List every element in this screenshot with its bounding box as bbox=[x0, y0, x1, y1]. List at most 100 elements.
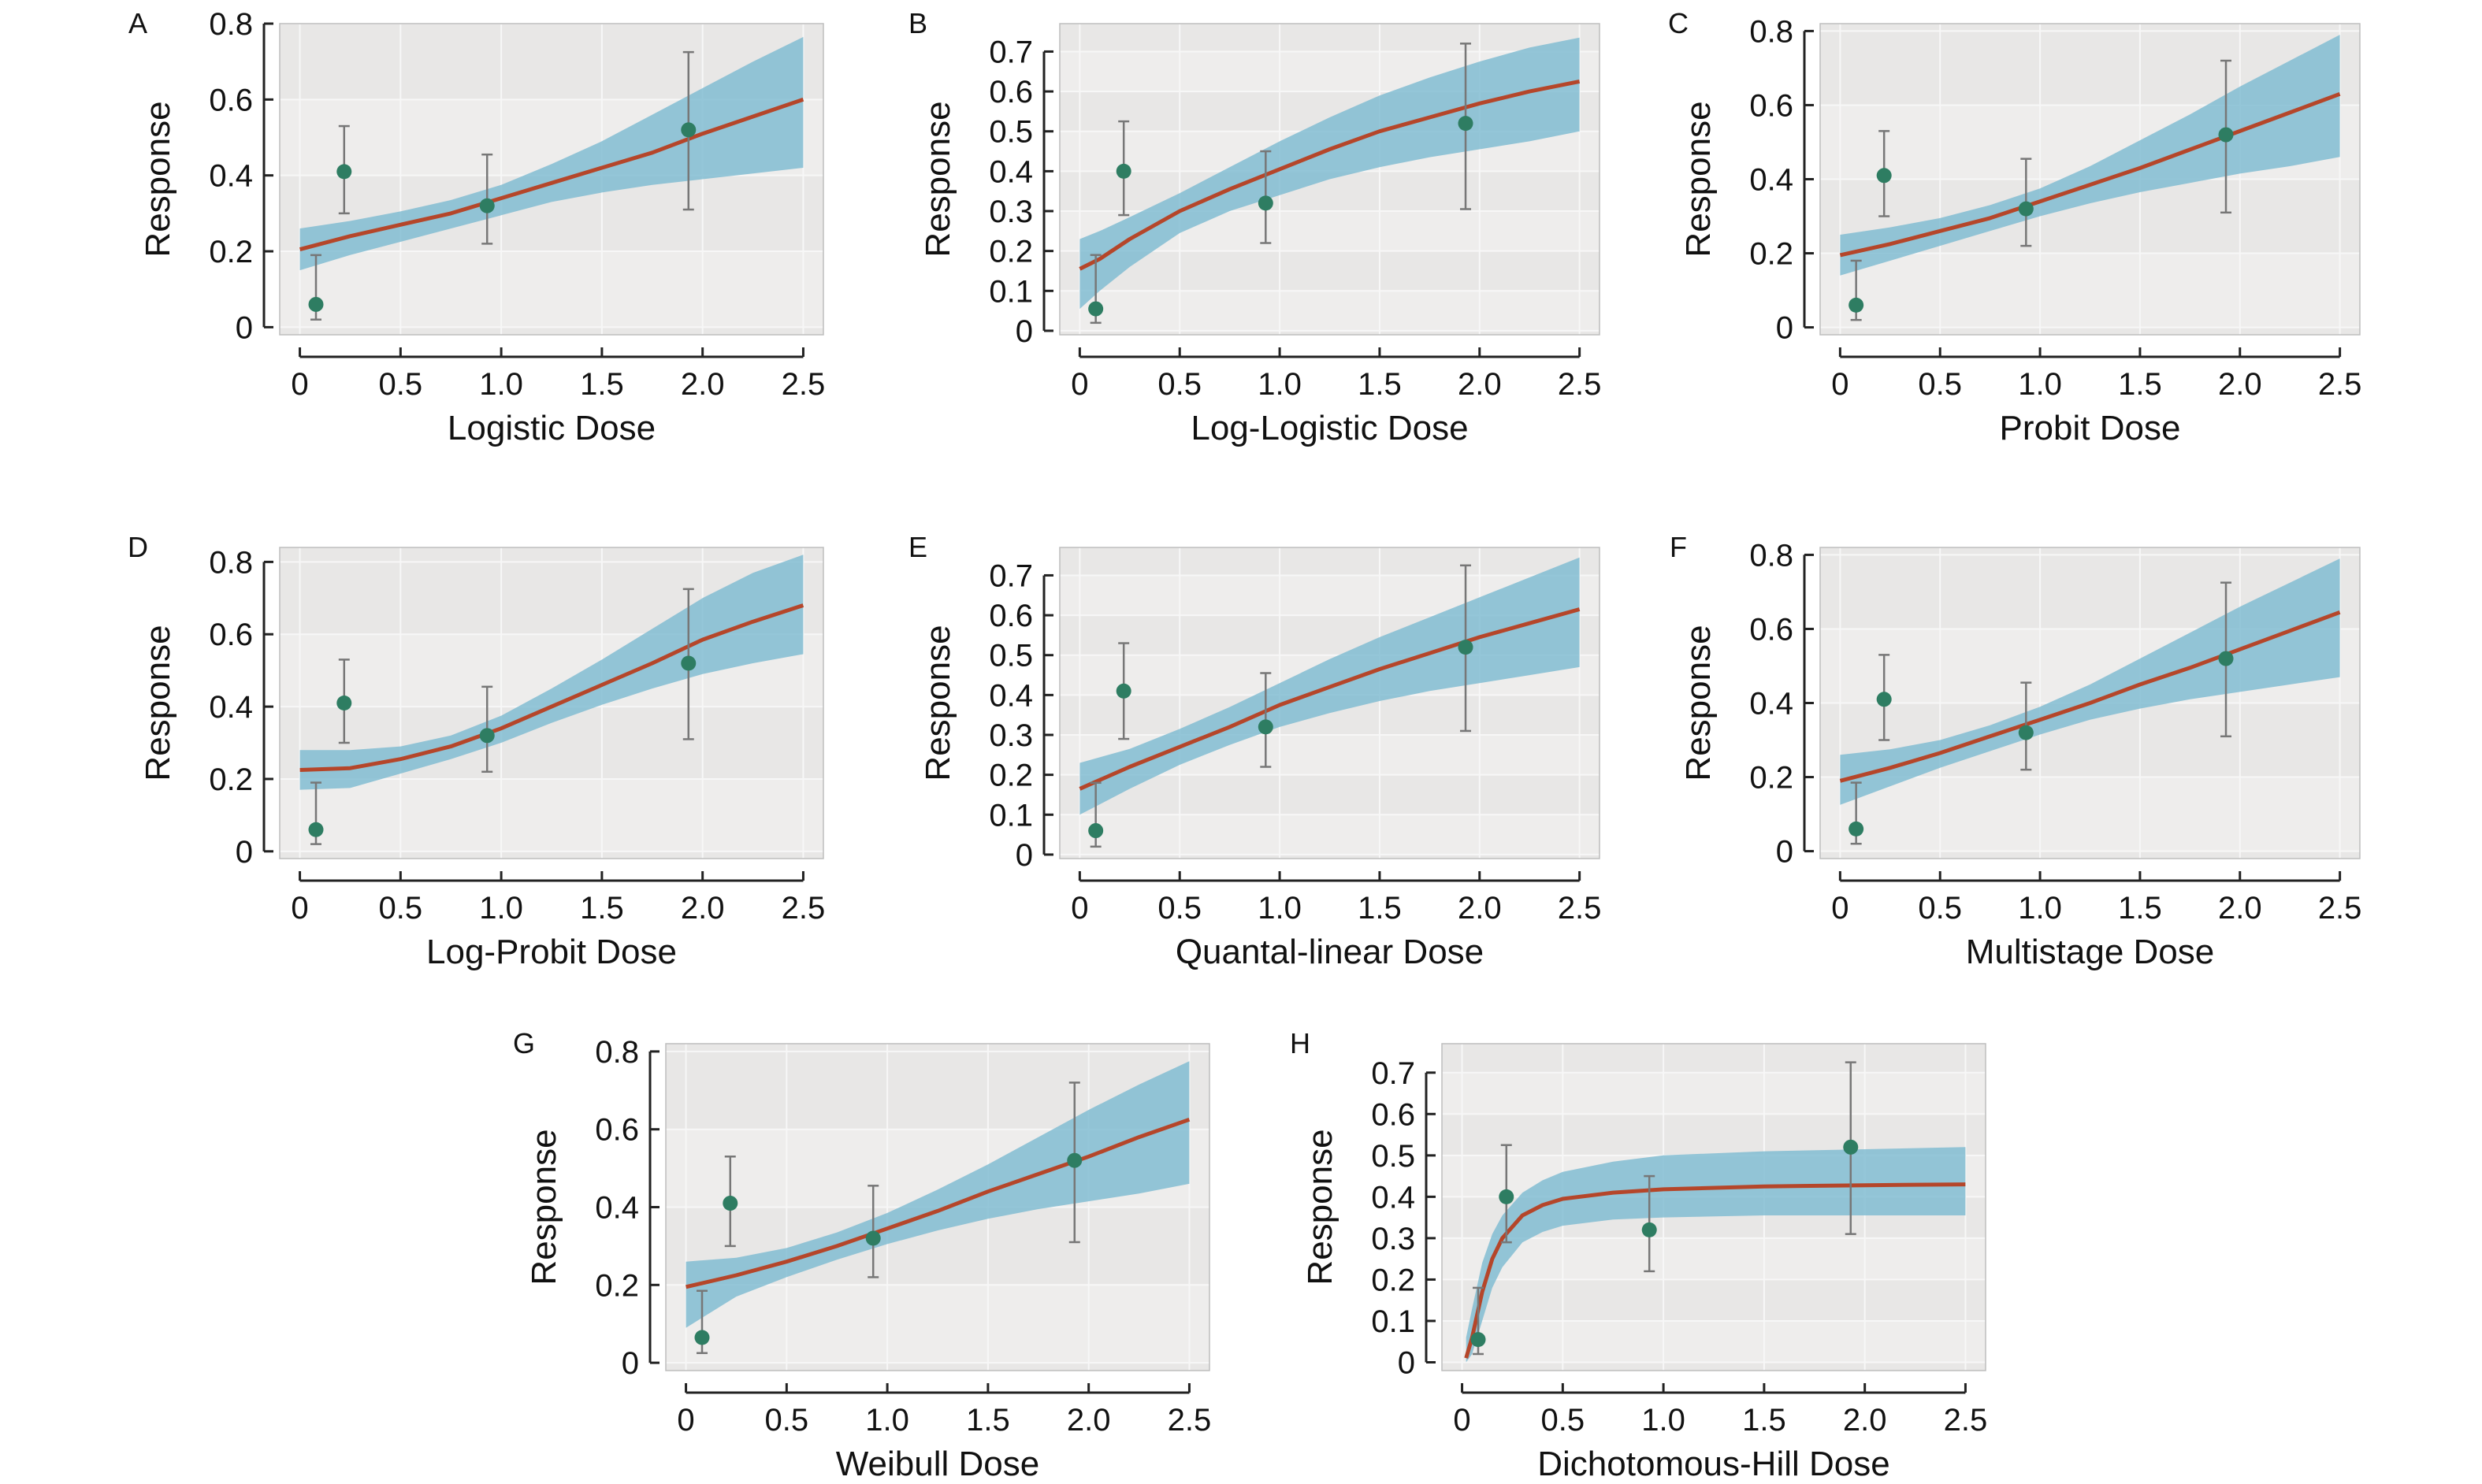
data-point bbox=[1088, 823, 1104, 839]
data-point bbox=[681, 122, 697, 138]
plot-frame bbox=[279, 23, 824, 336]
y-tick-label: 0.4 bbox=[209, 159, 253, 194]
x-tick-label: 1.5 bbox=[1742, 1403, 1786, 1438]
data-point bbox=[1258, 719, 1273, 735]
data-point bbox=[1876, 692, 1892, 707]
y-tick-label: 0.4 bbox=[209, 690, 253, 725]
y-tick-label: 0.8 bbox=[1749, 14, 1793, 49]
grid-band bbox=[1820, 777, 2360, 851]
x-axis-title: Dichotomous-Hill Dose bbox=[1537, 1445, 1889, 1483]
x-tick-label: 2.0 bbox=[681, 891, 725, 926]
x-tick-label: 1.5 bbox=[580, 367, 624, 402]
data-point bbox=[308, 822, 324, 837]
x-tick-label: 0.5 bbox=[379, 367, 423, 402]
plot-frame bbox=[1441, 1043, 1986, 1371]
panel-label: C bbox=[1668, 7, 1689, 39]
x-tick-label: 1.0 bbox=[2018, 891, 2062, 926]
x-tick-label: 2.0 bbox=[1458, 367, 1502, 402]
plot-frame bbox=[1819, 23, 2361, 336]
data-point bbox=[479, 728, 495, 744]
data-point bbox=[681, 655, 697, 671]
y-tick-label: 0.4 bbox=[989, 154, 1033, 189]
y-tick-label: 0 bbox=[236, 310, 253, 345]
y-axis-title: Response bbox=[139, 625, 177, 781]
fitted-curve bbox=[299, 97, 804, 252]
panel-label: B bbox=[908, 7, 927, 39]
y-tick-label: 0 bbox=[1776, 835, 1793, 870]
panel-f: 0 0.5 1.0 1.5 2.0 2.5 0 0.2 0.4 0.6 0.8 Multistage … bbox=[1670, 531, 2361, 971]
y-tick-label: 0.8 bbox=[209, 7, 253, 42]
y-axis-title: Response bbox=[1679, 101, 1718, 257]
x-tick-label: 1.5 bbox=[580, 891, 624, 926]
panel-d: 0 0.5 1.0 1.5 2.0 2.5 0 0.2 0.4 0.6 0.8 Log-Probit … bbox=[128, 531, 825, 971]
y-tick-label: 0 bbox=[622, 1346, 639, 1381]
y-tick-label: 0.7 bbox=[1371, 1056, 1415, 1091]
panel-label: H bbox=[1290, 1027, 1310, 1059]
x-tick-label: 1.5 bbox=[966, 1403, 1010, 1438]
data-point bbox=[1116, 163, 1131, 179]
panel-label: F bbox=[1670, 531, 1687, 563]
y-tick-label: 0.5 bbox=[989, 639, 1033, 673]
y-tick-label: 0.4 bbox=[595, 1191, 639, 1226]
plot-frame bbox=[1819, 547, 2361, 859]
fitted-curve bbox=[1839, 91, 2341, 258]
x-tick-label: 1.5 bbox=[1358, 891, 1402, 926]
y-tick-label: 0.7 bbox=[989, 35, 1033, 69]
x-tick-label: 0 bbox=[1453, 1403, 1470, 1438]
data-point bbox=[2218, 651, 2234, 666]
y-tick-label: 0.2 bbox=[1749, 237, 1793, 272]
data-point bbox=[1116, 683, 1131, 699]
plot-frame bbox=[279, 547, 824, 859]
y-tick-label: 0.3 bbox=[989, 718, 1033, 753]
plot-frame bbox=[665, 1043, 1210, 1371]
y-tick-label: 0.3 bbox=[1371, 1222, 1415, 1256]
x-tick-label: 0 bbox=[291, 367, 308, 402]
y-axis-title: Response bbox=[919, 101, 957, 257]
x-tick-label: 1.0 bbox=[2018, 367, 2062, 402]
panel-g: 0 0.5 1.0 1.5 2.0 2.5 0 0.2 0.4 0.6 0.8 Weibull Dos… bbox=[513, 1027, 1211, 1483]
x-tick-label: 2.0 bbox=[1843, 1403, 1887, 1438]
x-tick-label: 0.5 bbox=[765, 1403, 809, 1438]
x-tick-label: 2.5 bbox=[782, 367, 826, 402]
data-point bbox=[308, 296, 324, 312]
y-tick-label: 0.2 bbox=[989, 759, 1033, 793]
data-point bbox=[1499, 1189, 1514, 1204]
y-tick-label: 0.2 bbox=[595, 1268, 639, 1303]
data-point bbox=[1458, 640, 1473, 655]
y-tick-label: 0.8 bbox=[1749, 538, 1793, 573]
x-tick-label: 1.0 bbox=[1641, 1403, 1685, 1438]
panel-label: D bbox=[128, 531, 148, 563]
x-axis-title: Multistage Dose bbox=[1966, 933, 2214, 971]
x-axis-title: Log-Probit Dose bbox=[426, 933, 677, 971]
x-tick-label: 1.0 bbox=[865, 1403, 909, 1438]
grid-band bbox=[1442, 1237, 1986, 1280]
x-axis-title: Probit Dose bbox=[2000, 409, 2181, 447]
x-tick-label: 2.5 bbox=[1558, 367, 1602, 402]
panel-a: 0 0.5 1.0 1.5 2.0 2.5 0 0.2 0.4 0.6 0.8 Logistic Do… bbox=[128, 7, 825, 447]
y-tick-label: 0.2 bbox=[209, 762, 253, 797]
y-tick-label: 0.6 bbox=[595, 1113, 639, 1148]
data-point bbox=[1848, 297, 1864, 313]
x-axis-title: Logistic Dose bbox=[448, 409, 656, 447]
y-tick-label: 0.6 bbox=[209, 83, 253, 117]
x-tick-label: 2.5 bbox=[1944, 1403, 1988, 1438]
y-axis-title: Response bbox=[919, 625, 957, 781]
y-tick-label: 0.2 bbox=[209, 235, 253, 269]
fitted-curve bbox=[686, 1117, 1191, 1289]
grid-band bbox=[1442, 1320, 1986, 1363]
fitted-curve bbox=[1839, 610, 2341, 783]
data-point bbox=[694, 1330, 710, 1345]
data-point bbox=[1258, 195, 1273, 211]
fitted-curve bbox=[1079, 79, 1581, 271]
data-point bbox=[2018, 201, 2034, 217]
grid-band bbox=[1060, 814, 1600, 855]
y-tick-label: 0.3 bbox=[989, 195, 1033, 229]
x-tick-label: 0.5 bbox=[1541, 1403, 1585, 1438]
data-point bbox=[1876, 168, 1892, 184]
x-tick-label: 0 bbox=[1071, 367, 1088, 402]
panel-h: 0 0.5 1.0 1.5 2.0 2.5 0 0.1 0.2 0.3 0.4 0.5 0.6 0.7 Di… bbox=[1290, 1027, 1987, 1483]
x-axis-title: Quantal-linear Dose bbox=[1176, 933, 1484, 971]
fitted-curve bbox=[1464, 1182, 1966, 1359]
y-tick-label: 0.4 bbox=[1749, 163, 1793, 198]
